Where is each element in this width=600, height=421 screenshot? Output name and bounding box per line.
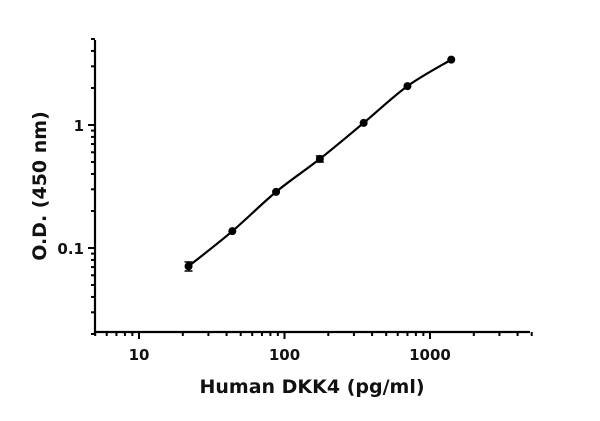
fit-curve-path bbox=[187, 58, 452, 268]
data-points bbox=[184, 55, 456, 272]
y-tick-label: 0.1 bbox=[57, 240, 84, 258]
data-point-marker bbox=[359, 118, 368, 127]
x-tick-label: 10 bbox=[129, 346, 150, 364]
y-tick-label: 1 bbox=[74, 117, 84, 135]
data-point-marker bbox=[272, 187, 281, 196]
data-point-marker bbox=[184, 262, 193, 271]
data-point-marker bbox=[447, 55, 456, 64]
axes: 10 100 1000 0.1 1 bbox=[57, 38, 533, 364]
x-axis-title: Human DKK4 (pg/ml) bbox=[199, 376, 424, 398]
fit-curve bbox=[187, 58, 452, 268]
data-point-marker bbox=[315, 154, 324, 163]
y-axis-title: O.D. (450 nm) bbox=[29, 111, 51, 261]
data-point-marker bbox=[228, 227, 237, 236]
axis-labels: Human DKK4 (pg/ml) O.D. (450 nm) bbox=[29, 111, 425, 398]
x-tick-label: 100 bbox=[269, 346, 300, 364]
x-tick-label: 1000 bbox=[409, 346, 451, 364]
data-point-marker bbox=[403, 82, 412, 91]
